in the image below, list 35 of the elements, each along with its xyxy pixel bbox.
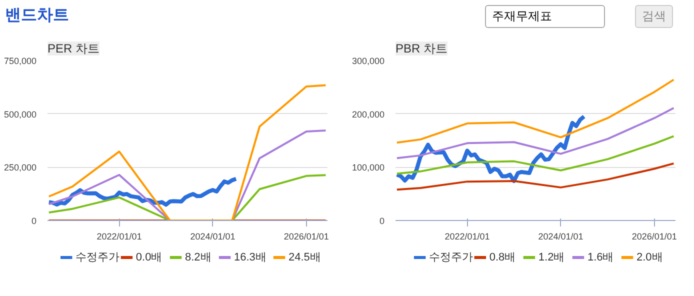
text: 주재무제표 bbox=[485, 5, 605, 28]
legend-label: 8.2배 bbox=[184, 252, 212, 264]
x-tick-label: 2024/01/01 bbox=[190, 232, 236, 242]
line-series bbox=[396, 78, 675, 144]
chart-title: PBR 차트 bbox=[396, 42, 448, 56]
x-tick-label: 2022/01/01 bbox=[96, 232, 142, 242]
y-tick-label: 750,000 bbox=[4, 56, 37, 66]
y-tick-label: 0 bbox=[31, 216, 37, 226]
legend-label: 수정주가 bbox=[76, 252, 120, 264]
x-tick-label: 2022/01/01 bbox=[444, 232, 490, 242]
legend-label: 0.0배 bbox=[136, 252, 162, 264]
x-tick-label: 2026/01/01 bbox=[632, 232, 677, 242]
x-tick-label: 2026/01/01 bbox=[284, 232, 329, 242]
line-series bbox=[48, 176, 238, 207]
text: 밴드차트 bbox=[5, 7, 69, 24]
legend-label: 16.3배 bbox=[234, 252, 266, 264]
line-series bbox=[396, 106, 675, 160]
legend-label: 0.8배 bbox=[489, 252, 516, 264]
y-tick-label: 300,000 bbox=[352, 56, 385, 66]
line-series bbox=[48, 84, 327, 220]
y-tick-label: 200,000 bbox=[352, 109, 385, 120]
legend-label: 1.2배 bbox=[538, 252, 565, 264]
legend-label: 수정주가 bbox=[429, 252, 474, 264]
y-tick-label: 0 bbox=[379, 216, 385, 226]
x-tick-label: 2024/01/01 bbox=[538, 232, 584, 242]
legend-label: 24.5배 bbox=[288, 252, 321, 264]
line-series bbox=[396, 162, 675, 191]
chart-title: PER 차트 bbox=[48, 42, 100, 56]
line-series bbox=[396, 135, 675, 175]
text: 검색 bbox=[635, 5, 673, 28]
y-tick-label: 100,000 bbox=[352, 162, 385, 173]
legend-label: 2.0배 bbox=[636, 252, 663, 264]
legend-label: 1.6배 bbox=[587, 252, 614, 264]
y-tick-label: 250,000 bbox=[4, 162, 37, 173]
y-tick-label: 500,000 bbox=[4, 109, 37, 120]
